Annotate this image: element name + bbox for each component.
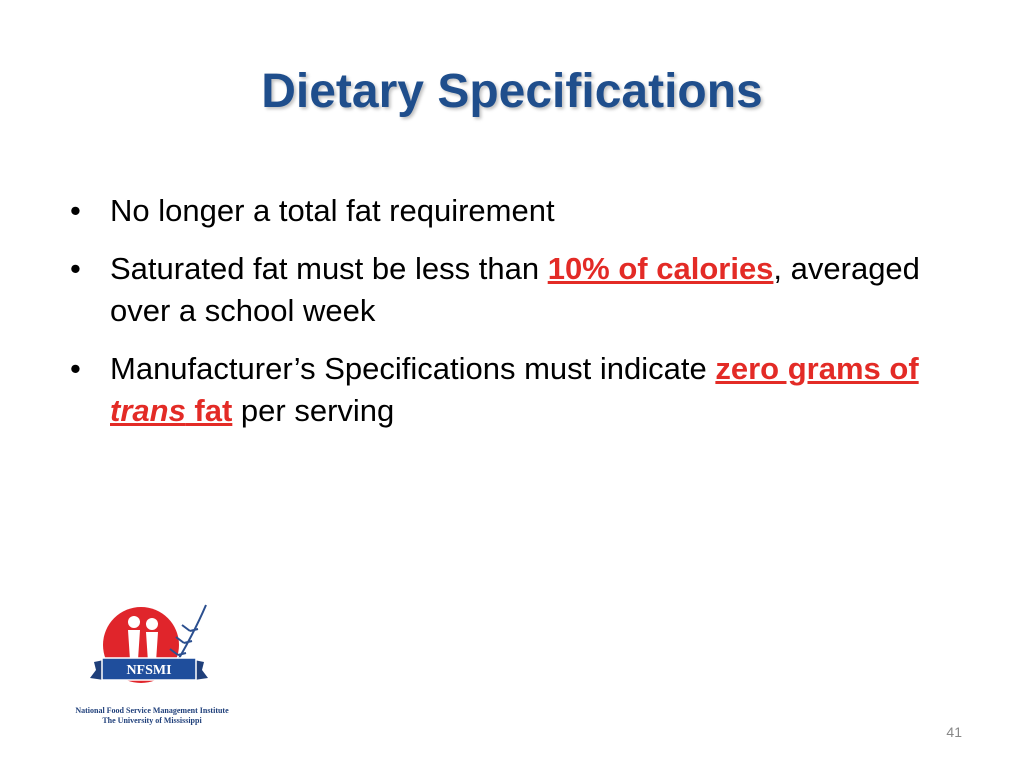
highlighted-text: fat bbox=[185, 393, 233, 428]
logo-caption: National Food Service Management Institu… bbox=[62, 706, 242, 726]
logo-wheat bbox=[165, 604, 207, 681]
bullet-text: Saturated fat must be less than bbox=[110, 251, 548, 286]
page-number: 41 bbox=[946, 724, 962, 740]
logo-figures bbox=[128, 630, 158, 662]
bullet: No longer a total fat requirement bbox=[70, 190, 940, 232]
logo-figure bbox=[128, 616, 140, 628]
bullet-text: Manufacturer’s Specifications must indic… bbox=[110, 351, 716, 386]
bullet-text: per serving bbox=[232, 393, 395, 428]
slide-title: Dietary Specifications bbox=[261, 65, 763, 118]
highlighted-text: trans bbox=[110, 393, 186, 428]
logo: NFSMI bbox=[90, 604, 208, 683]
logo-ribbon bbox=[101, 657, 197, 681]
caption-line: National Food Service Management Institu… bbox=[75, 706, 229, 715]
bullet-list: No longer a total fat requirement Saturat… bbox=[70, 190, 940, 448]
bullet-text: , averaged over a school week bbox=[110, 251, 920, 328]
bullet: Manufacturer’s Specifications must indic… bbox=[70, 348, 940, 432]
bullet-text: No longer a total fat requirement bbox=[110, 193, 555, 228]
logo-badge-text: NFSMI bbox=[126, 663, 171, 678]
highlighted-text: 10% of calories bbox=[547, 251, 774, 286]
highlighted-text: zero grams of bbox=[715, 351, 919, 386]
logo-figure bbox=[146, 618, 158, 630]
caption-line: The University of Mississippi bbox=[102, 716, 202, 725]
bullet: Saturated fat must be less than 10% of c… bbox=[70, 248, 940, 332]
